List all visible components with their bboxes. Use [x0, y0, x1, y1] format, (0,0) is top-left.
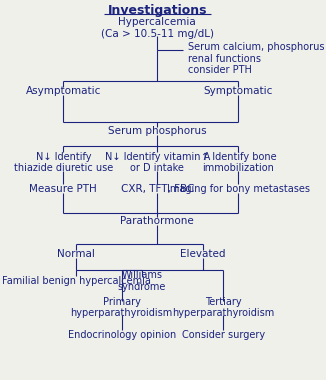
Text: ↑ Identify bone
immobilization: ↑ Identify bone immobilization: [200, 152, 276, 173]
Text: Normal: Normal: [57, 249, 95, 259]
Text: Symptomatic: Symptomatic: [204, 86, 273, 96]
Text: CXR, TFT, FBC: CXR, TFT, FBC: [121, 184, 194, 194]
Text: Elevated: Elevated: [180, 249, 226, 259]
Text: Serum calcium, phosphorus
renal functions
consider PTH: Serum calcium, phosphorus renal function…: [188, 42, 324, 75]
Text: Consider surgery: Consider surgery: [182, 330, 265, 340]
Text: Parathormone: Parathormone: [120, 216, 194, 226]
Text: Hypercalcemia
(Ca > 10.5-11 mg/dL): Hypercalcemia (Ca > 10.5-11 mg/dL): [101, 17, 214, 39]
Text: Asymptomatic: Asymptomatic: [26, 86, 101, 96]
Text: Tertiary
hyperparathyroidism: Tertiary hyperparathyroidism: [172, 297, 274, 318]
Text: N↓ Identify
thiazide diuretic use: N↓ Identify thiazide diuretic use: [14, 152, 113, 173]
Text: Familial benign hypercalcemia: Familial benign hypercalcemia: [2, 276, 151, 285]
Text: Imaging for bony metastases: Imaging for bony metastases: [167, 184, 310, 194]
Text: Endocrinology opinion: Endocrinology opinion: [67, 330, 176, 340]
Text: N↓ Identify vitamin A
or D intake: N↓ Identify vitamin A or D intake: [105, 152, 210, 173]
Text: Serum phosphorus: Serum phosphorus: [108, 126, 207, 136]
Text: Measure PTH: Measure PTH: [29, 184, 97, 194]
Text: Primary
hyperparathyroidism: Primary hyperparathyroidism: [71, 297, 173, 318]
Text: Investigations: Investigations: [108, 4, 207, 17]
Text: Williams
syndrome: Williams syndrome: [118, 271, 166, 292]
